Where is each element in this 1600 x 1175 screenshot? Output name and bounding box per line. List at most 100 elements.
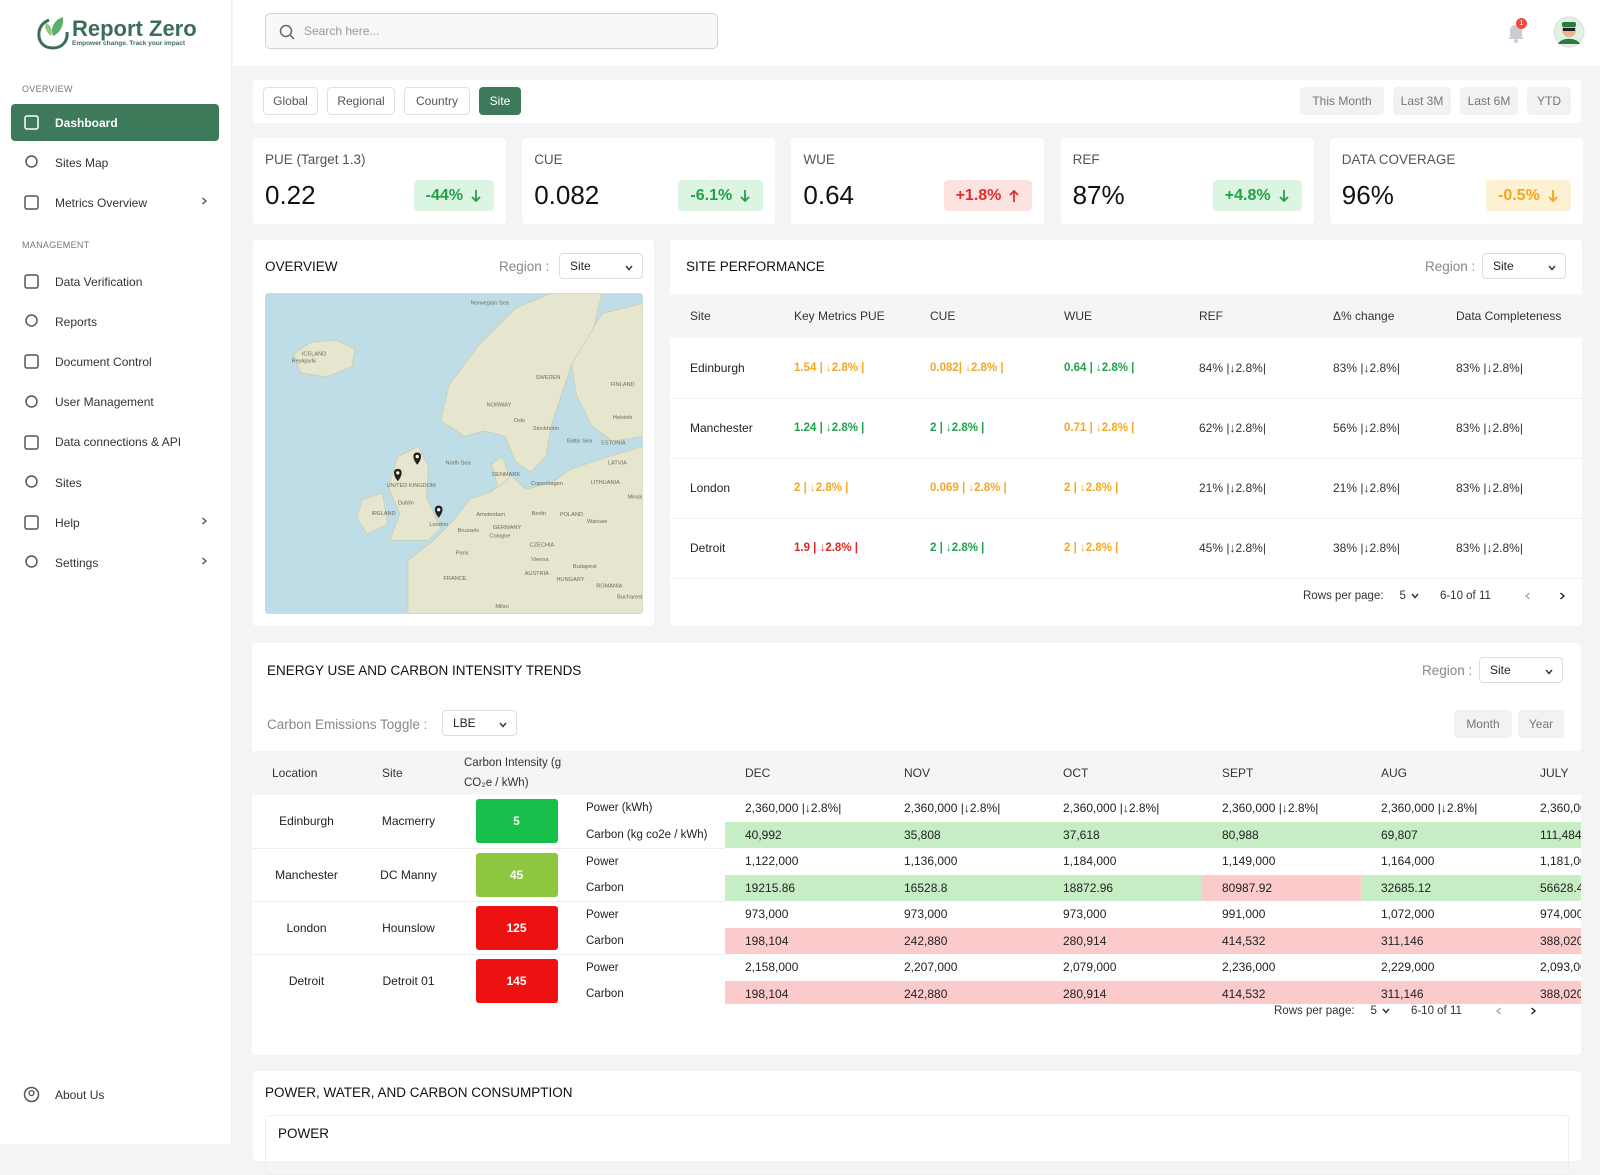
- period-tab[interactable]: This Month: [1300, 87, 1384, 115]
- metric-cell: 1.54 | ↓2.8% |: [774, 338, 910, 399]
- nav-item[interactable]: Data connections & API: [11, 424, 219, 461]
- trends-table: Location Site Carbon Intensity (g CO₂e / k…: [252, 751, 1581, 1004]
- site: Detroit 01: [362, 954, 456, 1004]
- chevron-icon: [202, 557, 208, 565]
- nav-item[interactable]: Reports: [11, 303, 219, 340]
- user-avatar[interactable]: [1553, 16, 1585, 48]
- region-label: Region :: [499, 259, 550, 274]
- nav-label: Data Verification: [55, 274, 143, 289]
- prev-page[interactable]: [1523, 591, 1533, 601]
- kpi-change: +4.8%: [1212, 180, 1302, 211]
- kpi-label: CUE: [534, 152, 563, 167]
- chevron-icon: [1411, 593, 1419, 599]
- period-tab[interactable]: Last 3M: [1393, 87, 1451, 115]
- carbon-value: 280,914: [1043, 927, 1202, 954]
- map-label: FINLAND: [611, 382, 635, 388]
- nav-item[interactable]: Dashboard: [11, 104, 219, 141]
- metric-cell: 38% |↓2.8%|: [1313, 518, 1436, 579]
- carbon-value: 311,146: [1361, 927, 1520, 954]
- chevron-path: [1411, 593, 1419, 599]
- nav-item[interactable]: Help: [11, 504, 219, 541]
- power-value: 2,158,000: [745, 960, 799, 975]
- rows-per-page-select[interactable]: 5: [1400, 590, 1420, 602]
- nav-section-heading: OVERVIEW: [22, 84, 73, 94]
- carbon-value: 242,880: [884, 980, 1043, 1004]
- dropdown[interactable]: Site: [1482, 253, 1566, 279]
- trends-table-wrap: Location Site Carbon Intensity (g CO₂e / k…: [252, 751, 1581, 1004]
- metric-label: Power: [586, 855, 619, 868]
- icon-shape: [24, 515, 39, 530]
- site-name: Detroit: [670, 518, 774, 579]
- brand-name: Report Zero: [72, 16, 197, 41]
- carbon-value: 388,020: [1520, 927, 1581, 954]
- arrow-path: [1548, 189, 1558, 202]
- column-header: Key Metrics PUE: [774, 294, 910, 338]
- trend-arrow: [471, 189, 481, 202]
- nav-label: User Management: [55, 395, 154, 410]
- dropdown-value: Site: [1490, 663, 1511, 677]
- nav-item[interactable]: Sites Map: [11, 144, 219, 181]
- carbon-value: 80,988: [1202, 821, 1361, 848]
- kpi-card: CUE 0.082 -6.1%: [522, 138, 776, 224]
- nav-item[interactable]: Data Verification: [11, 263, 219, 300]
- period-tab[interactable]: YTD: [1527, 87, 1571, 115]
- icon-shape: [25, 475, 38, 488]
- nav-item[interactable]: About Us: [11, 1076, 219, 1113]
- map-label: Stockholm: [533, 426, 560, 432]
- metric-label: Power: [586, 961, 619, 974]
- search-box[interactable]: Search here...: [265, 13, 718, 49]
- scope-tab[interactable]: Country: [404, 87, 470, 115]
- chevron-icon: [1548, 265, 1556, 271]
- nav-icon: [25, 314, 38, 327]
- dropdown[interactable]: Site: [559, 253, 643, 279]
- pagination: Rows per page: 5 6-10 of 11: [1303, 590, 1567, 602]
- period-tab[interactable]: Last 6M: [1460, 87, 1518, 115]
- rows-per-page-value: 5: [1399, 590, 1406, 602]
- trend-arrow: [1009, 189, 1020, 202]
- nav-item[interactable]: User Management: [11, 384, 219, 421]
- carbon-value: 56628.4: [1520, 874, 1581, 901]
- next-page[interactable]: [1557, 591, 1567, 601]
- power-row: Edinburgh Macmerry 5 Power (kWh) 2,360,000 |…: [252, 795, 1581, 849]
- icon-shape: [25, 555, 38, 569]
- column-header: CUE: [910, 294, 1044, 338]
- granularity-button[interactable]: Year: [1518, 710, 1564, 738]
- power-value: 991,000: [1222, 907, 1266, 922]
- icon-shape: [23, 1086, 40, 1103]
- nav-item[interactable]: Metrics Overview: [11, 184, 219, 221]
- search-placeholder: Search here...: [304, 24, 380, 38]
- filter-bar: Global Regional Country Site This Month Last …: [253, 80, 1581, 123]
- prev-page[interactable]: [1494, 1006, 1504, 1016]
- notification-badge: 1: [1516, 18, 1527, 29]
- scope-tab[interactable]: Global: [263, 87, 318, 115]
- map-land: [440, 293, 603, 473]
- nav-item[interactable]: Sites: [11, 464, 219, 501]
- rows-per-page-select[interactable]: 5: [1371, 1005, 1391, 1017]
- icon-shape: [25, 155, 38, 168]
- location: Detroit: [252, 954, 362, 1004]
- metric-label: Carbon: [578, 980, 725, 1004]
- scope-tab[interactable]: Site: [479, 87, 521, 115]
- nav-item[interactable]: Settings: [11, 544, 219, 581]
- header-row: Site Key Metrics PUE CUE WUE REF Δ% change Dat…: [670, 294, 1582, 338]
- carbon-value: 388,020: [1520, 980, 1581, 1004]
- site-row: Detroit 1.9 | ↓2.8% | 2 | ↓2.8% | 2 | ↓2.8%…: [670, 518, 1582, 579]
- dropdown[interactable]: LBE: [442, 710, 517, 736]
- power-value: 2,236,000: [1222, 960, 1276, 975]
- scope-tab[interactable]: Regional: [327, 87, 395, 115]
- metric-cell: 0.71 | ↓2.8% |: [1044, 398, 1179, 459]
- metric-cell: 83% |↓2.8%|: [1436, 458, 1582, 519]
- power-value: 2,093,000: [1540, 960, 1581, 975]
- site-performance-card: SITE PERFORMANCE Region : Site Site Key Metr…: [670, 240, 1582, 626]
- map-label: Baltic Sea: [567, 438, 593, 444]
- column-header: Carbon Intensity (g CO₂e / kWh): [456, 751, 578, 795]
- nav-icon: [25, 555, 38, 569]
- next-page[interactable]: [1528, 1006, 1538, 1016]
- nav-section-heading: MANAGEMENT: [22, 240, 90, 250]
- dropdown[interactable]: Site: [1479, 657, 1563, 683]
- map-label: ROMANIA: [596, 583, 622, 589]
- nav-item[interactable]: Document Control: [11, 343, 219, 380]
- intensity-cell: 45: [456, 848, 578, 902]
- granularity-button[interactable]: Month: [1454, 710, 1512, 738]
- month-header: DEC: [725, 751, 884, 795]
